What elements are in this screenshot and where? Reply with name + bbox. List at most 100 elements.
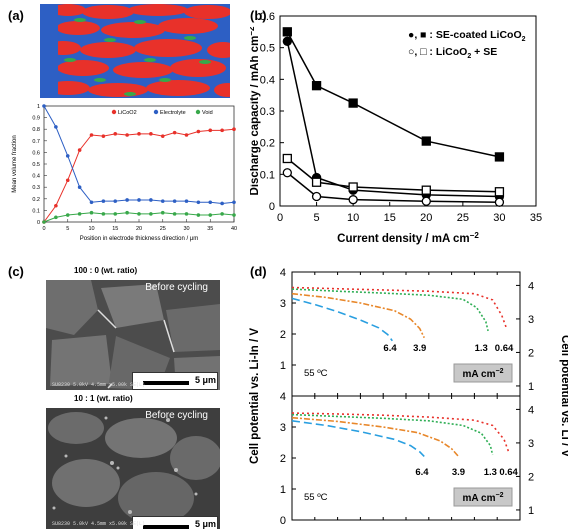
- b-point-2-2: [348, 182, 358, 192]
- d-curve-label-1-2: 1.3: [484, 467, 497, 478]
- d-ytick-left-label-0-1: 1: [280, 360, 286, 372]
- b-point-3-2: [348, 195, 358, 205]
- b-xtick-label-0: 0: [277, 212, 283, 224]
- d-ytick-right-label-0-2: 3: [528, 314, 534, 326]
- d-curve-label-1-3: 0.64: [499, 467, 518, 478]
- a-point-void-12: [184, 212, 189, 216]
- a-xtick-label-6: 30: [183, 226, 189, 232]
- a-point-electrolyte-2: [65, 154, 70, 158]
- a-point-licoo2-7: [125, 133, 129, 137]
- a-point-licoo2-8: [137, 132, 141, 136]
- b-point-3-1: [311, 191, 322, 202]
- cell-potential-chart: Cell potential vs. Li-In / V Cell potenti…: [249, 267, 568, 527]
- a-point-electrolyte-6: [113, 199, 118, 203]
- b-point-2-0: [282, 153, 292, 164]
- b-xtick-label-4: 20: [420, 212, 432, 224]
- a-ytick-label-2: 0.2: [32, 197, 40, 203]
- sim-void-8: [159, 78, 171, 82]
- scalebar-2: 5 μm: [132, 516, 218, 529]
- a-point-electrolyte-15: [220, 201, 224, 206]
- d-curve-0-0.64: [291, 286, 508, 329]
- a-point-electrolyte-12: [184, 199, 189, 203]
- d-ytick-left-label-1-2: 2: [280, 453, 286, 465]
- b-ytick-label-1: 0.1: [260, 169, 275, 181]
- a-xtick-label-2: 10: [88, 226, 94, 232]
- a-legend-marker-1: [153, 109, 159, 115]
- scalebar-line-1: [143, 381, 189, 385]
- a-point-void-7: [125, 210, 129, 215]
- b-point-3-4: [494, 197, 505, 207]
- a-point-void-4: [89, 210, 94, 215]
- d-ylabel-left: Cell potential vs. Li-In / V: [249, 328, 261, 464]
- a-xtick-label-3: 15: [112, 226, 118, 232]
- simulation-image: [40, 4, 230, 98]
- a-point-void-10: [160, 210, 165, 215]
- b-point-1-0: [282, 36, 292, 46]
- a-legend-label-2: Void: [202, 110, 213, 116]
- a-point-void-2: [65, 213, 70, 217]
- a-point-electrolyte-5: [101, 199, 106, 203]
- sim-particle-8: [80, 42, 136, 58]
- sim-particle-15: [88, 83, 148, 97]
- d-ytick-right-label-0-1: 2: [528, 347, 534, 359]
- b-legend-entry-0: ●, ■ : SE-coated LiCoO2: [408, 29, 526, 43]
- a-point-electrolyte-16: [232, 200, 236, 205]
- d-curve-0-3.9: [291, 292, 425, 339]
- a-point-licoo2-5: [101, 134, 106, 138]
- a-legend-label-1: Electrolyte: [160, 110, 186, 116]
- d-curve-0-6.4: [291, 297, 393, 342]
- d-ytick-left-label-0-2: 2: [280, 329, 286, 341]
- b-ytick-label-0: 0: [269, 201, 275, 213]
- d-ytick-right-label-1-0: 1: [528, 505, 534, 517]
- b-legend-entry-1: ○, □ : LiCoO2 + SE: [408, 46, 497, 60]
- volume-fraction-chart: 00.10.20.30.40.50.60.70.80.910 5 10 15 20 25 3…: [12, 104, 237, 242]
- b-point-0-2: [348, 98, 358, 108]
- b-xtick-label-2: 10: [347, 212, 359, 224]
- a-point-licoo2-6: [113, 132, 118, 136]
- d-unit-text-0: mA cm−2: [463, 368, 504, 380]
- sim-particle-1: [82, 5, 134, 19]
- a-point-void-0: [42, 220, 46, 224]
- d-ytick-right-label-0-3: 4: [528, 280, 534, 292]
- a-ytick-label-8: 0.8: [32, 127, 40, 133]
- a-point-void-5: [101, 212, 106, 216]
- sim-electrolyte-edge: [40, 4, 58, 98]
- panel-c-label: (c): [8, 264, 24, 279]
- a-point-void-14: [208, 213, 213, 217]
- a-point-licoo2-2: [65, 178, 70, 183]
- a-point-void-15: [220, 212, 224, 216]
- sim-particle-13: [170, 59, 226, 77]
- d-ytick-left-label-1-4: 4: [280, 391, 286, 403]
- sim-particle-0: [50, 4, 86, 16]
- sim-void-7: [94, 78, 106, 82]
- a-point-void-6: [113, 212, 118, 216]
- d-ytick-left-label-0-4: 4: [280, 267, 286, 279]
- a-series-line-licoo2: [43, 128, 235, 223]
- d-ylabel-right: Cell potential vs. Li / V: [559, 335, 568, 457]
- sem-footer-1: SU8230 5.0kV 4.5mm x5.00k SE(L): [52, 382, 146, 388]
- sem-image-2: Before cycling 5 μm SU8230 5.0kV 4.5mm x…: [46, 408, 220, 529]
- b-series-line-1: [286, 41, 500, 198]
- sem-footer-2: SU8230 5.0kV 4.5mm x5.00k SE(L): [52, 521, 146, 527]
- sem-title-1: 100 : 0 (wt. ratio): [74, 266, 138, 275]
- a-ytick-label-1: 0.1: [32, 208, 40, 214]
- sem-tag-2: Before cycling: [145, 410, 208, 421]
- a-legend-label-0: LiCoO2: [118, 110, 137, 116]
- a-point-licoo2-9: [149, 132, 153, 136]
- a-point-licoo2-11: [172, 130, 177, 135]
- a-ytick-label-3: 0.3: [32, 185, 40, 191]
- b-xtick-label-3: 15: [384, 212, 396, 224]
- d-curve-1-1.3: [291, 413, 494, 456]
- a-series-line-electrolyte: [43, 105, 235, 204]
- a-point-void-16: [232, 213, 236, 217]
- sim-void-3: [104, 38, 116, 42]
- scalebar-text-2: 5 μm: [195, 519, 217, 529]
- b-ylabel: Discharge capacity / mAh cm−2: [250, 26, 261, 195]
- a-ytick-label-6: 0.6: [32, 150, 40, 156]
- d-ytick-left-label-0-3: 3: [280, 298, 286, 310]
- d-unit-text-1: mA cm−2: [463, 492, 504, 504]
- panel-b-label: (b): [250, 8, 267, 23]
- a-point-licoo2-10: [160, 134, 165, 138]
- a-legend-marker-2: [195, 109, 201, 115]
- d-ytick-right-label-0-0: 1: [528, 381, 534, 393]
